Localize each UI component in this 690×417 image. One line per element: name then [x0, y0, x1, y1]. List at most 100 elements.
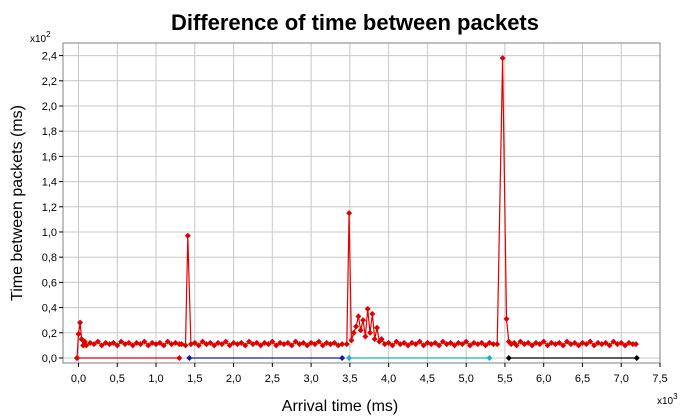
data-point — [494, 341, 501, 348]
data-point — [311, 341, 318, 348]
data-point — [420, 342, 427, 349]
data-point — [389, 342, 396, 349]
data-point — [118, 338, 125, 345]
data-point — [75, 331, 82, 338]
data-point — [114, 342, 121, 349]
y-tick-label: 1,2 — [42, 202, 57, 214]
x-tick-label: 4,0 — [381, 373, 396, 385]
data-point — [191, 339, 198, 346]
x-axis-label: Arrival time (ms) — [282, 398, 398, 415]
data-point — [505, 354, 512, 361]
data-point — [618, 339, 625, 346]
x-tick-label: 0,0 — [71, 373, 86, 385]
x-tick-label: 6,0 — [536, 373, 551, 385]
data-point — [432, 339, 439, 346]
data-point — [300, 339, 307, 346]
data-point — [110, 339, 117, 346]
x-tick-label: 7,0 — [614, 373, 629, 385]
x-tick-label: 7,5 — [652, 373, 667, 385]
data-point — [238, 339, 245, 346]
data-point — [436, 342, 443, 349]
data-point — [467, 342, 474, 349]
data-point — [357, 327, 364, 334]
data-point — [176, 354, 183, 361]
data-point — [633, 354, 640, 361]
chart-title: Difference of time between packets — [171, 10, 539, 35]
data-point — [319, 342, 326, 349]
y-tick-label: 0,4 — [42, 303, 57, 315]
data-point — [499, 55, 506, 62]
data-point — [315, 338, 322, 345]
data-point — [371, 336, 378, 343]
data-point — [405, 342, 412, 349]
y-tick-label: 1,8 — [42, 126, 57, 138]
data-point — [98, 342, 105, 349]
x-tick-label: 4,5 — [420, 373, 435, 385]
data-point — [164, 338, 171, 345]
data-point — [145, 342, 152, 349]
data-point — [184, 232, 191, 239]
data-point — [610, 338, 617, 345]
data-point — [284, 339, 291, 346]
data-point — [350, 329, 357, 336]
data-point — [362, 333, 369, 340]
data-point — [632, 341, 639, 348]
data-point — [393, 338, 400, 345]
data-point — [339, 354, 346, 361]
data-point — [556, 339, 563, 346]
x-tick-labels: 0,0 0,5 1,0 1,5 2,0 2,5 3,0 3,5 4,0 4,5 5,0 5,5 6,0 6… — [71, 363, 668, 385]
y-tick-label: 1,6 — [42, 151, 57, 163]
data-point — [73, 354, 80, 361]
data-point — [156, 339, 163, 346]
data-point — [378, 336, 385, 343]
data-point — [482, 342, 489, 349]
x-tick-label: 6,5 — [575, 373, 590, 385]
data-point — [447, 339, 454, 346]
grid — [63, 43, 661, 363]
x-multiplier-exponent: 3 — [673, 392, 678, 401]
data-point — [560, 342, 567, 349]
data-point — [91, 341, 98, 348]
data-point — [242, 342, 249, 349]
data-point — [360, 317, 367, 324]
data-point — [257, 342, 264, 349]
data-point — [77, 319, 84, 326]
data-point — [517, 338, 524, 345]
y-tick-label: 0,2 — [42, 328, 57, 340]
data-point — [490, 341, 497, 348]
x-multiplier-base: x10 — [657, 396, 674, 407]
data-point — [346, 354, 353, 361]
data-point — [199, 338, 206, 345]
y-tick-label: 2,0 — [42, 101, 57, 113]
data-point — [629, 341, 636, 348]
data-point — [226, 342, 233, 349]
data-point — [401, 339, 408, 346]
data-point — [606, 342, 613, 349]
y-tick-label: 1,0 — [42, 227, 57, 239]
data-point — [369, 310, 376, 317]
data-point — [125, 339, 132, 346]
data-point — [288, 342, 295, 349]
data-point — [273, 342, 280, 349]
data-point — [195, 342, 202, 349]
x-tick-label: 2,0 — [226, 373, 241, 385]
data-point — [292, 338, 299, 345]
y-axis-label: Time between packets (ms) — [9, 105, 26, 301]
data-point — [602, 339, 609, 346]
data-point — [529, 342, 536, 349]
data-point — [622, 342, 629, 349]
data-point — [343, 341, 350, 348]
data-point — [182, 342, 189, 349]
data-point — [265, 341, 272, 348]
data-point — [385, 339, 392, 346]
data-point — [160, 342, 167, 349]
x-axis-multiplier: x103 — [657, 392, 678, 407]
data-point — [583, 341, 590, 348]
data-point — [253, 339, 260, 346]
data-point — [451, 342, 458, 349]
x-tick-label: 1,0 — [148, 373, 163, 385]
data-point — [129, 342, 136, 349]
data-point — [364, 305, 371, 312]
